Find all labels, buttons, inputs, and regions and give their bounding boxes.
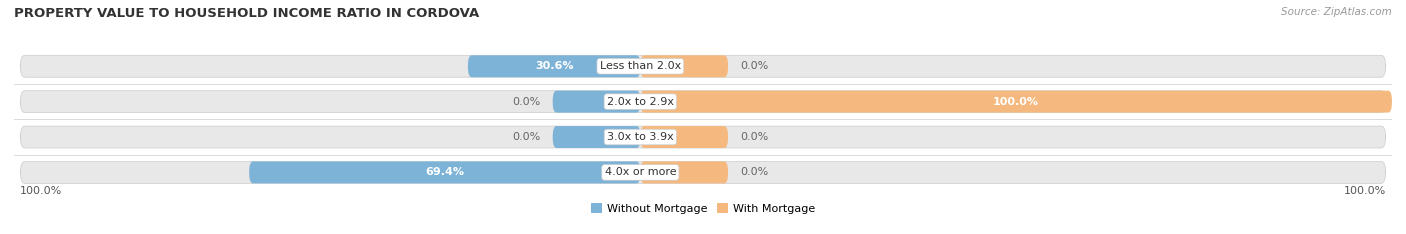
FancyBboxPatch shape	[553, 126, 640, 148]
Text: 100.0%: 100.0%	[1343, 186, 1386, 196]
Text: 2.0x to 2.9x: 2.0x to 2.9x	[607, 97, 673, 107]
Text: 30.6%: 30.6%	[534, 61, 574, 71]
FancyBboxPatch shape	[20, 91, 1386, 113]
FancyBboxPatch shape	[20, 126, 1386, 148]
FancyBboxPatch shape	[640, 161, 728, 183]
Text: 4.0x or more: 4.0x or more	[605, 167, 676, 177]
FancyBboxPatch shape	[20, 161, 1386, 183]
Text: Source: ZipAtlas.com: Source: ZipAtlas.com	[1281, 7, 1392, 17]
Text: 0.0%: 0.0%	[741, 132, 769, 142]
FancyBboxPatch shape	[20, 55, 1386, 77]
FancyBboxPatch shape	[468, 55, 640, 77]
Text: 0.0%: 0.0%	[512, 132, 540, 142]
FancyBboxPatch shape	[553, 91, 640, 113]
FancyBboxPatch shape	[640, 55, 728, 77]
Text: 3.0x to 3.9x: 3.0x to 3.9x	[607, 132, 673, 142]
Text: PROPERTY VALUE TO HOUSEHOLD INCOME RATIO IN CORDOVA: PROPERTY VALUE TO HOUSEHOLD INCOME RATIO…	[14, 7, 479, 20]
FancyBboxPatch shape	[249, 161, 640, 183]
FancyBboxPatch shape	[640, 91, 1392, 113]
Text: 0.0%: 0.0%	[741, 61, 769, 71]
Text: 0.0%: 0.0%	[741, 167, 769, 177]
FancyBboxPatch shape	[640, 126, 728, 148]
Legend: Without Mortgage, With Mortgage: Without Mortgage, With Mortgage	[586, 199, 820, 218]
Text: 100.0%: 100.0%	[20, 186, 63, 196]
Text: Less than 2.0x: Less than 2.0x	[600, 61, 681, 71]
Text: 100.0%: 100.0%	[993, 97, 1039, 107]
Text: 69.4%: 69.4%	[425, 167, 464, 177]
Text: 0.0%: 0.0%	[512, 97, 540, 107]
